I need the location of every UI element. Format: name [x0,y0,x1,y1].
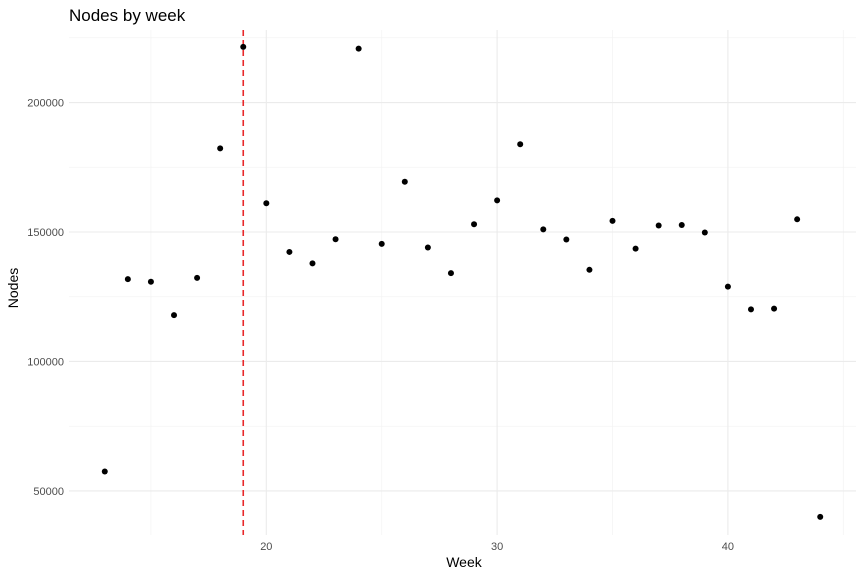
data-point [309,260,316,267]
data-point [540,226,547,233]
data-point [424,244,431,251]
data-point [586,266,593,273]
data-point [724,283,731,290]
data-point [147,278,154,285]
data-point [447,270,454,277]
data-point [124,276,131,283]
data-point [217,145,224,152]
data-point [632,245,639,252]
data-point [701,229,708,236]
data-point [378,240,385,247]
data-point [678,222,685,229]
data-point [471,221,478,228]
data-point [655,222,662,229]
data-point [263,200,270,207]
data-point [771,305,778,312]
minor-gridlines [69,30,856,535]
y-tick-labels: 50000 100000 150000 200000 [27,98,64,498]
data-point [355,45,362,52]
data-point [240,43,247,50]
y-tick-label: 100000 [27,356,64,368]
y-axis-title: Nodes [5,268,21,308]
data-point [494,197,501,204]
x-tick-label: 30 [491,541,503,553]
data-point [794,216,801,223]
x-tick-labels: 20 30 40 [260,541,734,553]
data-point [401,178,408,185]
data-point [101,468,108,475]
data-point [171,312,178,319]
data-point [817,513,824,520]
y-tick-label: 50000 [33,486,64,498]
data-point [517,141,524,148]
y-tick-label: 150000 [27,227,64,239]
data-point [609,217,616,224]
chart-title: Nodes by week [69,6,186,25]
data-point [332,236,339,243]
x-tick-label: 20 [260,541,272,553]
x-tick-label: 40 [722,541,734,553]
data-point [747,306,754,313]
x-axis-title: Week [446,554,483,570]
y-tick-label: 200000 [27,98,64,110]
data-point [286,248,293,255]
data-points [101,43,824,520]
major-gridlines [69,30,856,535]
data-point [563,236,570,243]
data-point [194,274,201,281]
